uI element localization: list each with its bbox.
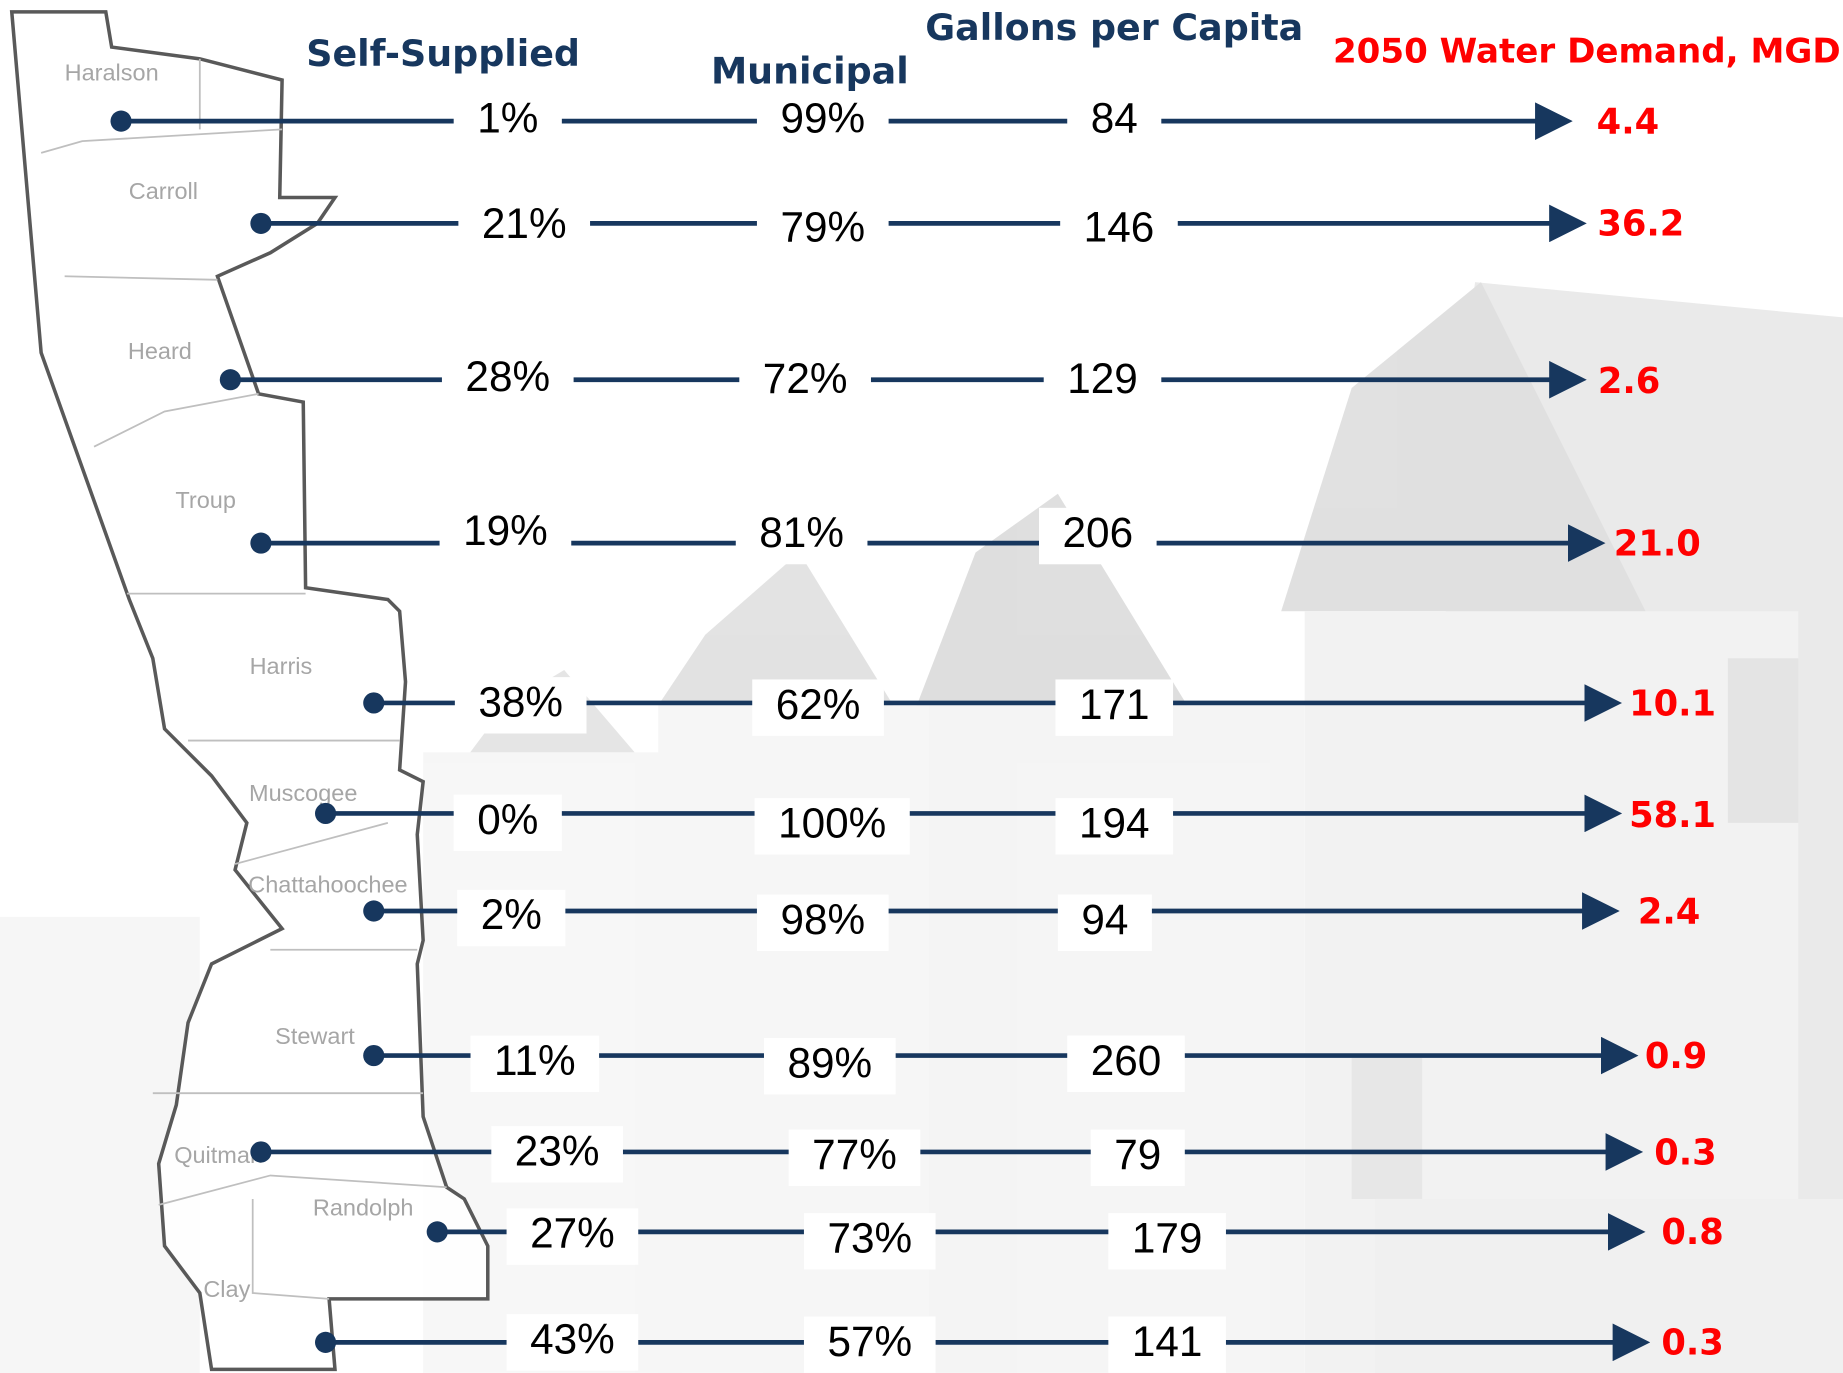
row: Carroll 21% 79% 146 36.2 [129,178,1685,259]
gpcd-value: 206 [1063,509,1134,556]
self-supplied-value: 27% [530,1210,615,1257]
header-demand: 2050 Water Demand, MGD [1333,31,1841,71]
demand-value: 21.0 [1614,523,1701,564]
self-supplied-value: 19% [463,507,548,554]
county-label: Clay [203,1276,250,1302]
demand-value: 58.1 [1629,795,1716,836]
header-municipal: Municipal [711,49,909,92]
county-label: Carroll [129,178,198,204]
self-supplied-value: 11% [494,1037,576,1084]
county-dot [315,1332,336,1353]
self-supplied-value: 1% [477,94,538,141]
gpcd-value: 79 [1114,1131,1161,1178]
self-supplied-value: 28% [465,353,550,400]
county-dot [363,1045,384,1066]
gpcd-value: 194 [1079,800,1150,847]
county-dot [250,533,271,554]
gpcd-value: 94 [1081,896,1128,943]
demand-value: 10.1 [1629,683,1716,724]
demand-value: 2.6 [1598,361,1660,402]
demand-value: 4.4 [1597,101,1659,142]
county-label: Chattahoochee [248,872,407,898]
gpcd-value: 84 [1091,94,1138,141]
demand-value: 0.9 [1645,1036,1707,1077]
self-supplied-value: 43% [530,1316,615,1363]
county-label: Heard [128,338,192,364]
municipal-value: 89% [787,1039,872,1086]
self-supplied-value: 0% [477,796,538,843]
gpcd-value: 179 [1132,1214,1203,1261]
municipal-value: 99% [780,94,865,141]
county-dot [220,369,241,390]
self-supplied-value: 2% [481,891,542,938]
municipal-value: 73% [827,1214,912,1261]
county-label: Haralson [65,59,159,85]
county-dot [250,213,271,234]
county-dot [250,1141,271,1162]
county-dot [315,803,336,824]
demand-value: 0.3 [1654,1132,1716,1173]
municipal-value: 77% [812,1131,897,1178]
infographic: Self-Supplied Municipal Gallons per Capi… [0,0,1843,1373]
county-dot [110,111,131,132]
county-label: Randolph [313,1195,414,1221]
demand-value: 0.8 [1661,1212,1723,1253]
header-self-supplied: Self-Supplied [306,32,580,75]
county-dot [363,900,384,921]
municipal-value: 81% [759,509,844,556]
municipal-value: 72% [763,355,848,402]
demand-value: 0.3 [1661,1323,1723,1364]
headers: Self-Supplied Municipal Gallons per Capi… [306,6,1840,92]
municipal-value: 62% [776,681,861,728]
gpcd-value: 141 [1132,1318,1203,1365]
gpcd-value: 171 [1079,681,1150,728]
county-dot [427,1221,448,1242]
gpcd-value: 129 [1067,355,1138,402]
demand-value: 2.4 [1638,891,1700,932]
county-label: Stewart [275,1023,355,1049]
municipal-value: 98% [780,896,865,943]
self-supplied-value: 38% [478,678,563,725]
self-supplied-value: 23% [515,1127,600,1174]
county-dot [363,692,384,713]
municipal-value: 79% [780,204,865,251]
municipal-value: 57% [827,1318,912,1365]
gpcd-value: 146 [1084,204,1155,251]
demand-value: 36.2 [1597,204,1684,245]
county-label: Muscogee [249,780,357,806]
header-gallons-per-capita: Gallons per Capita [925,6,1303,49]
county-label: Quitman [174,1142,263,1168]
municipal-value: 100% [778,800,886,847]
gpcd-value: 260 [1091,1037,1162,1084]
page: {"headers": {"self_supplied": "Self-Supp… [0,0,1843,1373]
self-supplied-value: 21% [482,200,567,247]
county-label: Harris [250,653,313,679]
county-label: Troup [175,487,236,513]
